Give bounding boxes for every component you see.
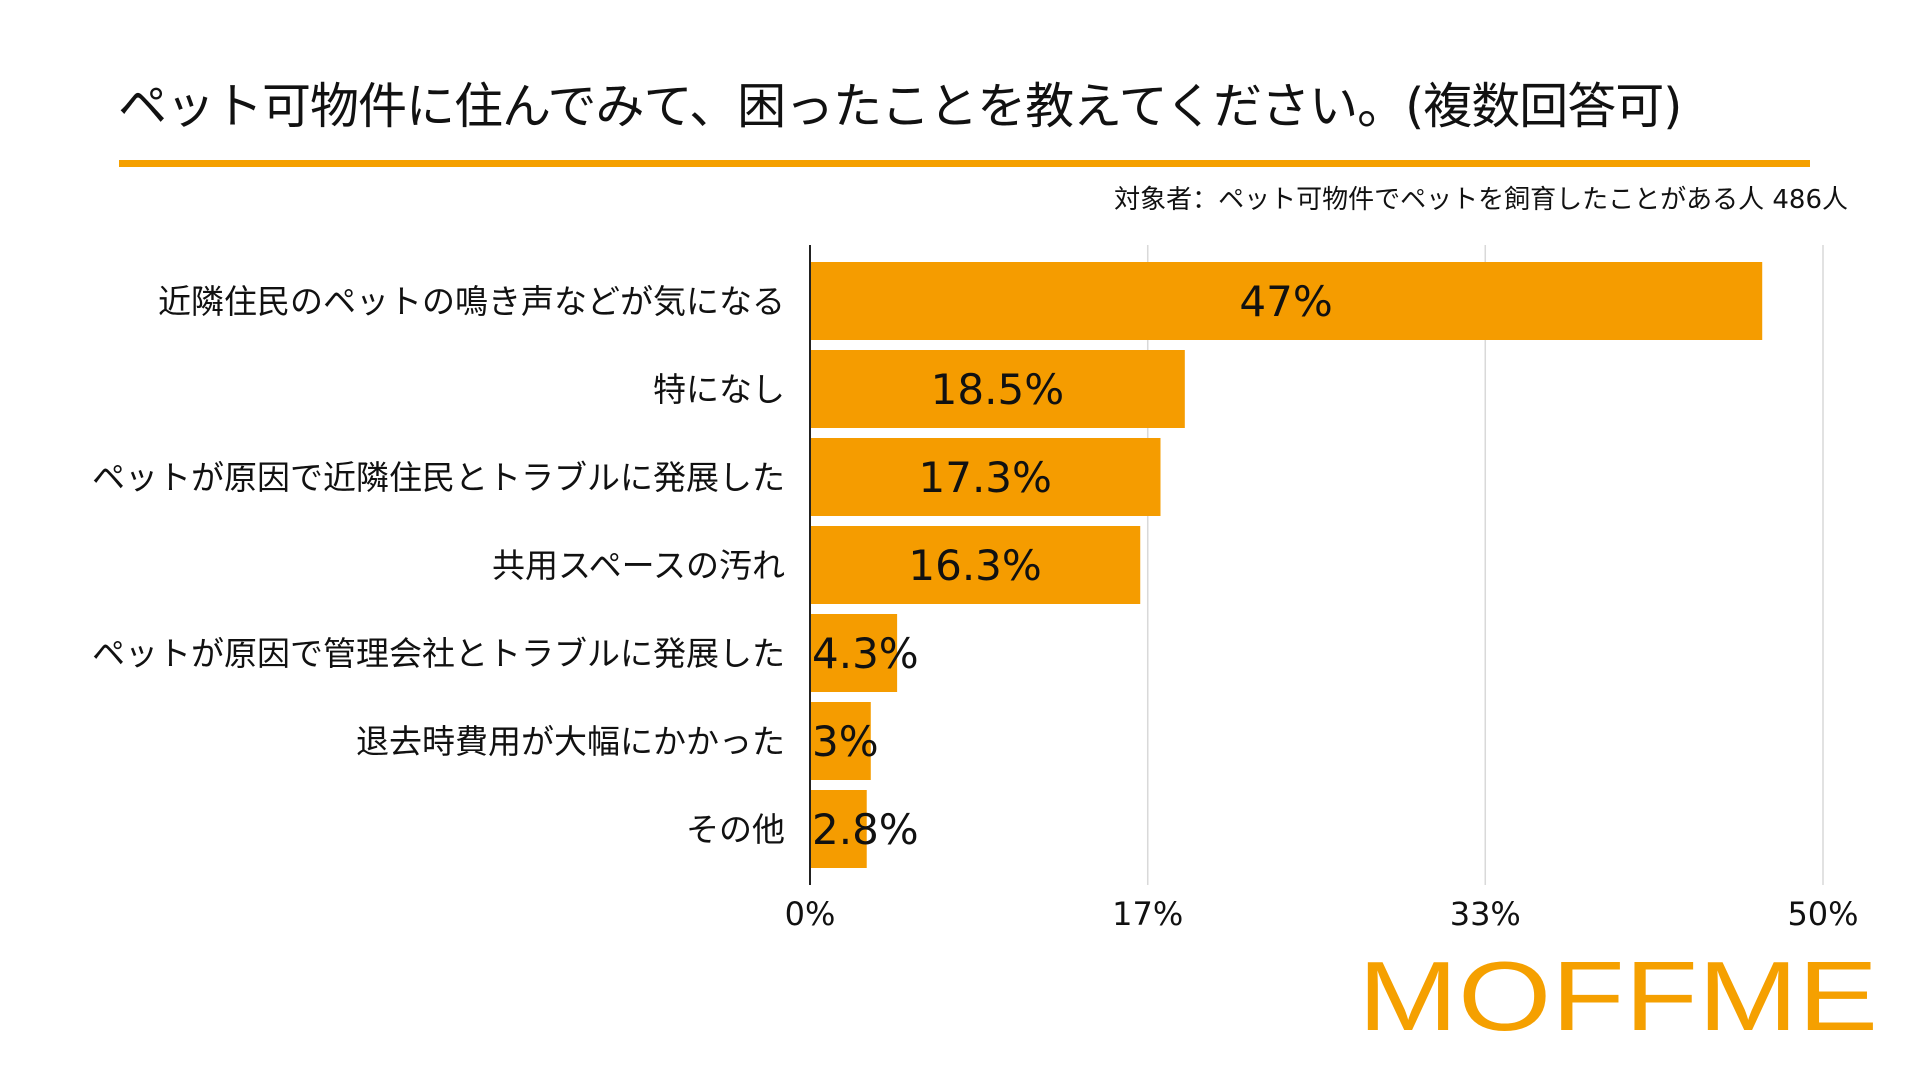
title-underline: [119, 160, 1810, 167]
category-label-2: ペットが原因で近隣住民とトラブルに発展した: [92, 458, 785, 497]
value-label-6: 2.8%: [812, 805, 919, 854]
x-tick-label-2: 33%: [1450, 895, 1521, 933]
bar-3: [810, 526, 1141, 604]
category-label-6: その他: [686, 810, 785, 849]
bar-4: [810, 614, 898, 692]
chart-subtitle: 対象者：ペット可物件でペットを飼育したことがある人 486人: [1114, 185, 1848, 215]
value-label-1: 18.5%: [931, 365, 1064, 414]
x-tick-label-0: 0%: [785, 895, 836, 933]
category-label-4: ペットが原因で管理会社とトラブルに発展した: [92, 634, 785, 673]
value-label-0: 47%: [1239, 277, 1332, 326]
moffme-logo: MOFFME: [1358, 948, 1878, 1038]
category-label-1: 特になし: [653, 370, 785, 409]
bar-1: [810, 350, 1185, 428]
value-label-3: 16.3%: [908, 541, 1041, 590]
bar-5: [810, 702, 871, 780]
category-label-0: 近隣住民のペットの鳴き声などが気になる: [158, 282, 785, 321]
value-label-4: 4.3%: [812, 629, 919, 678]
x-tick-label-1: 17%: [1112, 895, 1183, 933]
bar-6: [810, 790, 867, 868]
category-label-3: 共用スペースの汚れ: [492, 546, 785, 585]
value-label-2: 17.3%: [919, 453, 1052, 502]
value-label-5: 3%: [812, 717, 879, 766]
bar-2: [810, 438, 1161, 516]
x-tick-label-3: 50%: [1787, 895, 1858, 933]
chart-title: ペット可物件に住んでみて、困ったことを教えてください。(複数回答可): [118, 78, 1682, 135]
category-label-5: 退去時費用が大幅にかかった: [356, 722, 785, 761]
moffme-logo-text: MOFFME: [1358, 948, 1878, 1038]
bar-0: [810, 262, 1763, 340]
